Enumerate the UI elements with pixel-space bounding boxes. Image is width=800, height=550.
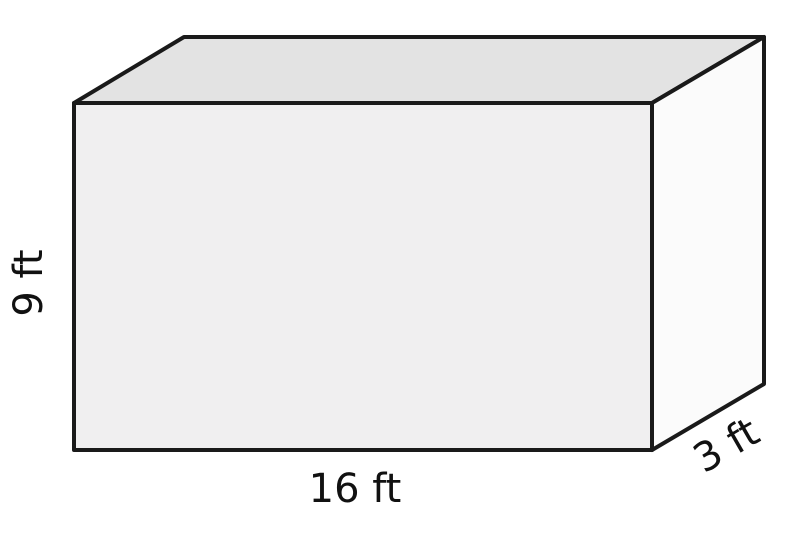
height-label: 9 ft [6, 249, 52, 316]
prism-side-face [650, 35, 766, 452]
length-label: 16 ft [309, 466, 402, 512]
prism-top-face [72, 35, 766, 105]
prism-front-face [72, 101, 654, 452]
